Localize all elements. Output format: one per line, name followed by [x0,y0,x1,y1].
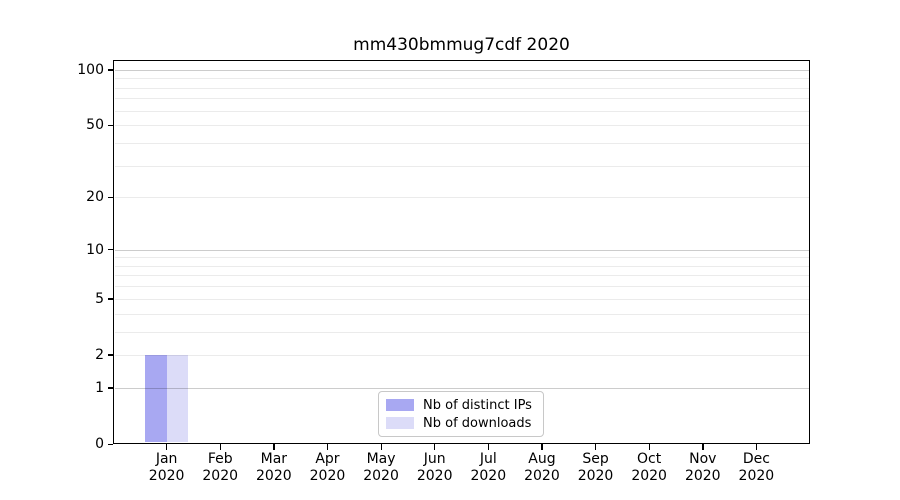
gridline-minor-2 [114,354,809,356]
legend-item-distinct-ips: Nb of distinct IPs [386,398,543,413]
chart-title: mm430bmmug7cdf 2020 [353,35,570,55]
y-tick-100 [108,69,113,71]
bar-downloads-jan [166,354,189,443]
y-tick-label-5: 5 [95,290,104,307]
x-tick-label-nov-2020: Nov 2020 [684,451,721,484]
y-tick-label-1: 1 [95,379,104,396]
y-tick-50 [108,124,113,126]
x-tick-label-sep-2020: Sep 2020 [577,451,614,484]
gridline-minor-6 [114,286,809,288]
y-tick-label-100: 100 [77,61,104,78]
gridline-minor-60 [114,110,809,112]
x-tick-label-aug-2020: Aug 2020 [524,451,560,484]
bar-distinct-ips-jan [145,354,167,443]
gridline-minor-40 [114,142,809,144]
x-tick-label-mar-2020: Mar 2020 [256,451,292,484]
gridline-minor-50 [114,125,809,127]
y-tick-label-20: 20 [86,189,104,206]
y-tick-0 [108,443,113,445]
gridline-minor-5 [114,298,809,300]
x-tick-may [380,444,382,450]
x-tick-mar [273,444,275,450]
x-tick-nov [702,444,704,450]
legend-swatch-downloads [386,417,414,429]
y-tick-label-10: 10 [86,241,104,258]
x-tick-label-apr-2020: Apr 2020 [309,451,346,484]
y-tick-5 [108,298,113,300]
gridline-minor-70 [114,98,809,100]
legend: Nb of distinct IPs Nb of downloads [378,391,544,437]
y-tick-label-0: 0 [95,436,104,452]
x-tick-label-feb-2020: Feb 2020 [202,451,239,484]
gridline-minor-8 [114,265,809,267]
gridline-major-1 [114,387,809,389]
x-tick-dec [755,444,758,450]
gridline-major-10 [114,249,809,251]
x-tick-label-jan-2020: Jan 2020 [148,451,185,484]
legend-label-distinct-ips: Nb of distinct IPs [423,397,532,413]
gridline-minor-9 [114,257,809,259]
y-tick-10 [108,249,113,251]
gridline-minor-30 [114,165,809,167]
gridline-major-100 [114,69,809,71]
x-tick-label-jul-2020: Jul 2020 [470,451,507,484]
legend-item-downloads: Nb of downloads [386,416,543,431]
x-tick-apr [326,444,329,450]
x-tick-oct [648,444,650,450]
gridline-minor-7 [114,275,809,277]
x-tick-feb [219,444,222,450]
x-tick-jul [487,444,490,450]
legend-label-downloads: Nb of downloads [423,415,532,431]
y-tick-label-2: 2 [95,346,104,363]
x-tick-jan [166,444,168,450]
x-tick-sep [595,444,597,450]
gridline-minor-80 [114,87,809,89]
y-tick-2 [108,354,113,356]
gridline-minor-90 [114,78,809,80]
x-tick-jun [434,444,436,450]
y-tick-1 [108,387,113,389]
legend-swatch-distinct-ips [386,399,414,411]
gridline-minor-4 [114,313,809,315]
x-tick-aug [541,444,543,450]
y-tick-20 [108,196,113,198]
x-tick-label-may-2020: May 2020 [363,451,399,484]
x-tick-label-oct-2020: Oct 2020 [631,451,667,484]
y-tick-label-50: 50 [86,117,104,134]
x-tick-label-jun-2020: Jun 2020 [416,451,453,484]
plot-area [113,60,810,444]
gridline-minor-3 [114,331,809,333]
gridline-minor-20 [114,197,809,199]
x-tick-label-dec-2020: Dec 2020 [738,451,775,484]
